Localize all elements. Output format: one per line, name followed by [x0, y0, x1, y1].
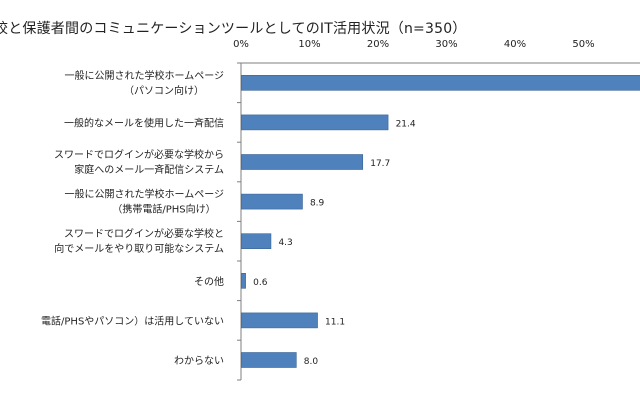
value-label: 8.9 [310, 199, 325, 209]
category-label: 電話/PHSやパソコン）は活用していない [41, 314, 224, 327]
x-tick-label: 10% [298, 39, 320, 50]
x-tick-label: 40% [504, 39, 526, 50]
value-label: 4.3 [278, 238, 292, 248]
category-label: 一般的なメールを使用した一斉配信 [64, 116, 224, 129]
bar [241, 154, 364, 170]
bar [241, 114, 389, 131]
value-label: 0.6 [253, 278, 268, 288]
category-label: その他 [194, 275, 224, 288]
category-label: （パソコン向け） [124, 84, 204, 97]
category-label: 向でメールをやり取り可能なシステム [54, 242, 224, 255]
x-tick-label: 20% [367, 39, 389, 50]
category-label: 一般に公開された学校ホームページ [65, 188, 225, 201]
bar [241, 233, 272, 249]
category-label: 家庭へのメール一斉配信システム [74, 163, 224, 176]
value-label: 21.4 [396, 119, 416, 129]
bar [241, 352, 297, 368]
bar [241, 312, 318, 329]
chart-title: 校と保護者間のコミュニケーションツールとしてのIT活用状況（n=350） [0, 21, 467, 37]
category-label: わからない [174, 355, 224, 367]
category-label: 一般に公開された学校ホームページ [65, 69, 225, 82]
bar [241, 193, 303, 210]
category-label: スワードでログインが必要な学校と [64, 227, 224, 240]
x-tick-label: 50% [572, 39, 594, 50]
bar [241, 272, 246, 289]
x-tick-label: 0% [233, 39, 249, 50]
category-label: スワードでログインが必要な学校から [54, 148, 224, 161]
value-label: 11.1 [325, 317, 345, 327]
value-label: 8.0 [304, 357, 319, 367]
category-label: （携帯電話/PHS向け） [112, 203, 215, 216]
value-label: 17.7 [370, 159, 390, 169]
bar [241, 75, 640, 91]
x-tick-label: 30% [435, 39, 457, 50]
